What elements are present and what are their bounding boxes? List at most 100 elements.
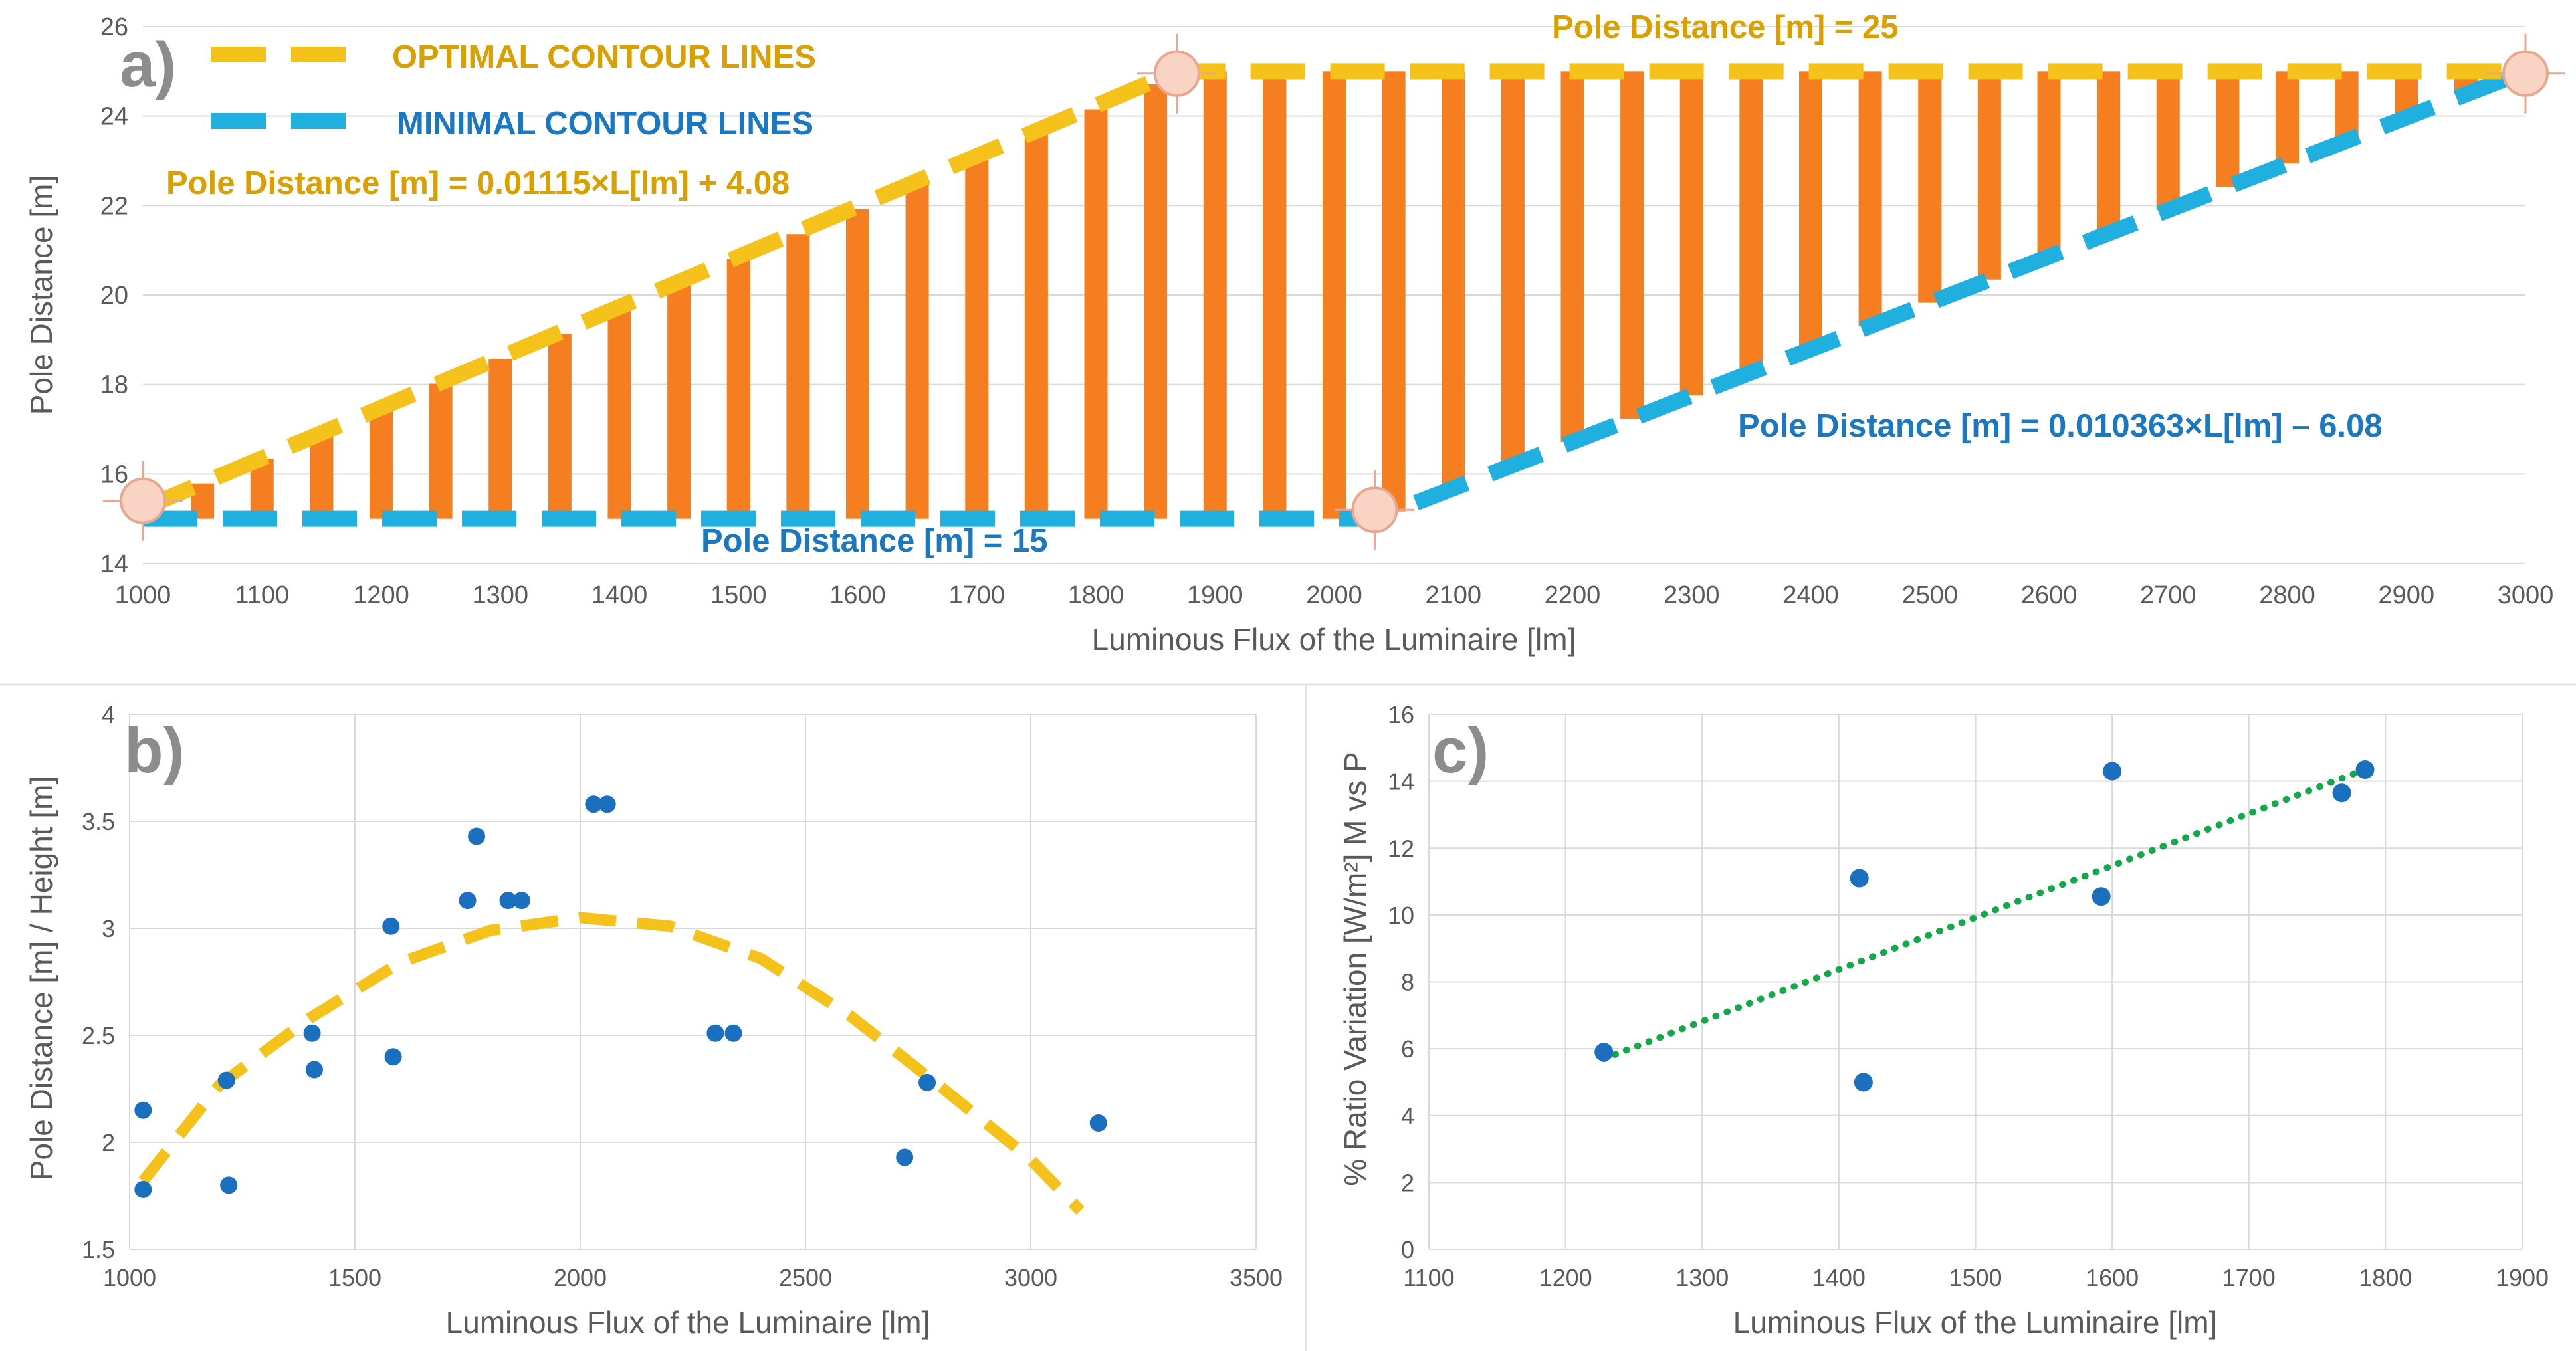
x-tick-label: 2600 xyxy=(2021,581,2078,609)
optimal-equation-label: Pole Distance [m] = 0.01115×L[lm] + 4.08 xyxy=(166,165,790,201)
pole-distance-bar xyxy=(965,159,989,519)
x-tick-label: 2200 xyxy=(1545,581,1601,609)
x-tick-label: 1200 xyxy=(1539,1264,1592,1291)
x-tick-label: 2100 xyxy=(1425,581,1481,609)
pole-distance-bar xyxy=(1323,71,1346,519)
x-tick-label: 1400 xyxy=(591,581,648,609)
x-tick-label: 1500 xyxy=(710,581,767,609)
pole-distance-bar xyxy=(2276,71,2299,164)
data-point xyxy=(2332,783,2351,803)
pole-distance-bar xyxy=(2156,71,2180,211)
x-tick-label: 1300 xyxy=(472,581,528,609)
x-tick-label: 1200 xyxy=(353,581,409,609)
pole-distance-bar xyxy=(1799,71,1822,350)
data-point xyxy=(303,1024,321,1042)
pole-distance-bar xyxy=(2335,71,2359,141)
x-tick-label: 2800 xyxy=(2259,581,2315,609)
x-tick-label: 1500 xyxy=(328,1264,381,1291)
data-point xyxy=(134,1101,152,1119)
x-tick-label: 1000 xyxy=(115,581,171,609)
pole-distance-bar xyxy=(1560,71,1584,442)
panel-b-x-ticks: 1000 1500 2000 2500 3000 3500 xyxy=(103,1264,1283,1291)
y-tick-label: 4 xyxy=(1401,1102,1414,1130)
pole-distance-bar xyxy=(1203,71,1227,519)
y-tick-label: 2 xyxy=(102,1129,115,1156)
pole-distance-bar xyxy=(2097,71,2121,233)
data-point xyxy=(585,795,603,813)
x-tick-label: 2500 xyxy=(779,1264,832,1291)
breakpoint-marker xyxy=(120,477,166,524)
minimal-equation-label: Pole Distance [m] = 0.010363×L[lm] – 6.0… xyxy=(1738,408,2383,444)
panel-b-trendline xyxy=(138,912,1085,1215)
data-point xyxy=(134,1180,152,1198)
y-tick-label: 8 xyxy=(1401,969,1414,996)
y-tick-label: 16 xyxy=(1388,701,1414,728)
x-tick-label: 1900 xyxy=(1187,581,1243,609)
pole-distance-bar xyxy=(310,433,334,519)
data-point xyxy=(384,1048,402,1066)
data-point xyxy=(1594,1043,1614,1062)
pole-distance-bar xyxy=(1144,84,1168,519)
data-point xyxy=(382,917,400,935)
x-tick-label: 2000 xyxy=(554,1264,607,1291)
x-tick-label: 1100 xyxy=(235,581,289,609)
y-tick-label: 24 xyxy=(100,103,128,131)
y-tick-label: 14 xyxy=(1388,768,1414,795)
panel-c-y-axis-label: % Ratio Variation [W/m²] M vs P xyxy=(1338,752,1372,1186)
pole-distance-bar xyxy=(429,383,453,519)
pole-distance-bar xyxy=(905,184,929,519)
panel-a-x-ticks: 1000 1100 1200 1300 1400 1500 1600 1700 1800 1900… xyxy=(115,581,2554,609)
x-tick-label: 3500 xyxy=(1230,1264,1283,1291)
pole-distance-bar xyxy=(1442,71,1465,488)
y-tick-label: 2 xyxy=(1401,1169,1414,1196)
y-tick-label: 3.5 xyxy=(82,808,115,835)
panel-b-x-axis-label: Luminous Flux of the Luminaire [lm] xyxy=(446,1305,930,1340)
data-point xyxy=(724,1024,742,1042)
panel-a-y-axis-label: Pole Distance [m] xyxy=(24,175,58,415)
y-tick-label: 18 xyxy=(100,371,128,399)
data-point xyxy=(217,1071,235,1089)
data-point xyxy=(2355,760,2375,779)
data-point xyxy=(305,1061,323,1079)
x-tick-label: 1400 xyxy=(1812,1264,1866,1291)
x-tick-label: 2000 xyxy=(1306,581,1362,609)
legend-minimal-label: MINIMAL CONTOUR LINES xyxy=(397,106,813,142)
x-tick-label: 1900 xyxy=(2496,1264,2549,1291)
panel-a-y-ticks: 14 16 18 20 22 24 26 xyxy=(100,13,128,578)
panel-c-x-axis-label: Luminous Flux of the Luminaire [lm] xyxy=(1733,1305,2218,1340)
panel-c-trendline xyxy=(1600,766,2369,1063)
y-tick-label: 3 xyxy=(102,915,115,942)
data-point xyxy=(1850,869,1869,888)
pole-distance-bar xyxy=(1382,71,1406,512)
pole-distance-bar xyxy=(1858,71,1882,326)
polynomial-trendline xyxy=(138,912,1085,1215)
breakpoint-marker xyxy=(1351,486,1398,534)
pole-distance-bar xyxy=(607,308,631,519)
pole-distance-bar xyxy=(1620,71,1644,419)
x-tick-label: 1500 xyxy=(1949,1264,2002,1291)
panel-a-break-markers xyxy=(103,33,2565,550)
y-tick-label: 1.5 xyxy=(82,1236,115,1263)
pole-distance-bar xyxy=(1024,134,1048,519)
data-point xyxy=(512,892,530,910)
x-tick-label: 1600 xyxy=(829,581,886,609)
y-tick-label: 20 xyxy=(100,282,128,310)
panel-c-letter: c) xyxy=(1432,715,1489,786)
pole-distance-bar xyxy=(1501,71,1525,465)
panel-b-y-axis-label: Pole Distance [m] / Height [m] xyxy=(24,776,58,1180)
data-point xyxy=(459,892,477,910)
y-tick-label: 12 xyxy=(1388,835,1414,862)
y-tick-label: 14 xyxy=(100,550,128,578)
linear-trendline xyxy=(1600,766,2369,1063)
minimal-constant-label: Pole Distance [m] = 15 xyxy=(701,523,1048,559)
y-tick-label: 16 xyxy=(100,461,128,488)
y-tick-label: 4 xyxy=(102,701,115,728)
x-tick-label: 1000 xyxy=(103,1264,156,1291)
pole-distance-bar xyxy=(1084,109,1108,519)
y-tick-label: 6 xyxy=(1401,1035,1414,1063)
pole-distance-bar xyxy=(548,334,572,519)
pole-distance-bar xyxy=(2216,71,2240,187)
x-tick-label: 1800 xyxy=(1068,581,1125,609)
